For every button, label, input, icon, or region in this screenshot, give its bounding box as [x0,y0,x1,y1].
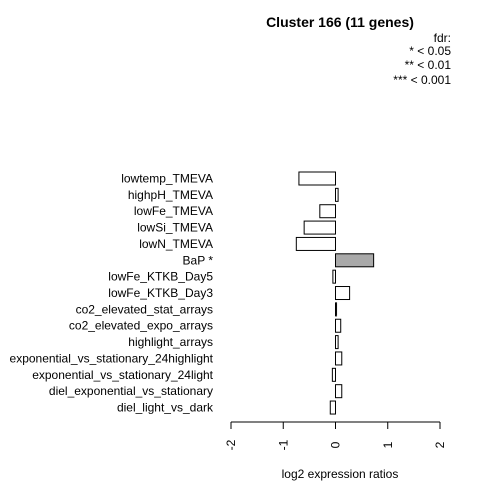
bar [335,253,375,268]
bar [335,384,343,399]
category-label: diel_exponential_vs_stationary [49,384,213,398]
category-label: BaP * [183,253,214,267]
category-label: diel_light_vs_dark [117,401,214,415]
category-label: highpH_TMEVA [128,188,213,202]
bar [335,302,338,317]
bar [319,204,337,219]
x-tick-label: 2 [433,441,447,448]
category-label: lowtemp_TMEVA [121,172,213,186]
category-label: lowFe_KTKB_Day5 [108,270,213,284]
legend-entry-2: ** < 0.01 [405,58,452,72]
category-label: co2_elevated_stat_arrays [76,302,213,316]
chart-title: Cluster 166 (11 genes) [266,14,414,30]
bar [298,171,336,186]
legend-entry-3: *** < 0.001 [393,73,451,87]
legend-entry-1: * < 0.05 [409,44,451,58]
bar [329,400,336,415]
category-label: exponential_vs_stationary_24light [32,368,213,382]
category-label: lowN_TMEVA [139,237,213,251]
category-label: lowFe_TMEVA [134,204,213,218]
legend-title: fdr: [434,31,451,45]
category-label: exponential_vs_stationary_24highlight [10,351,214,365]
category-label: lowFe_KTKB_Day3 [108,286,213,300]
bar [335,351,343,366]
bar [335,335,339,350]
x-axis-label: log2 expression ratios [282,467,399,481]
x-axis: -2 -1 0 1 2 [224,421,447,450]
legend: fdr: * < 0.05 ** < 0.01 *** < 0.001 [393,31,451,87]
bar [335,187,339,202]
bar [332,269,337,284]
bar [331,367,336,382]
bars [295,171,375,415]
category-labels: lowtemp_TMEVA highpH_TMEVA lowFe_TMEVA lowS… [10,172,214,415]
category-label: co2_elevated_expo_arrays [69,319,213,333]
category-label: lowSi_TMEVA [137,221,213,235]
category-label: highlight_arrays [128,335,213,349]
x-tick-label: -2 [224,439,238,450]
bar [295,236,336,251]
bar [335,286,351,301]
bar [335,318,342,333]
x-tick-label: 0 [329,441,343,448]
bar [303,220,336,235]
x-tick-label: -1 [276,439,290,450]
x-tick-label: 1 [381,441,395,448]
